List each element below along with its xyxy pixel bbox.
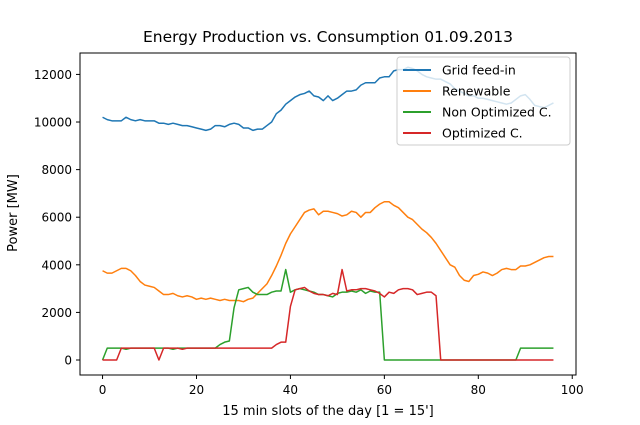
x-tick-label: 20: [189, 383, 204, 397]
y-tick-label: 6000: [41, 211, 72, 225]
y-axis-label: Power [MW]: [6, 174, 21, 252]
y-tick-label: 4000: [41, 258, 72, 272]
y-tick-label: 0: [64, 354, 72, 368]
x-tick-label: 80: [471, 383, 486, 397]
plot-frame: [79, 52, 577, 376]
x-tick-label: 60: [377, 383, 392, 397]
series-line-non-optimized-c: [101, 268, 554, 361]
x-tick-label: 0: [99, 383, 107, 397]
x-axis-label: 15 min slots of the day [1 = 15']: [222, 404, 434, 419]
y-tick-label: 8000: [41, 163, 72, 177]
x-tick-label: 100: [561, 383, 584, 397]
legend-label: Renewable: [442, 84, 511, 99]
legend-box: [396, 56, 571, 146]
legend-label: Non Optimized C.: [442, 105, 552, 120]
legend-label: Optimized C.: [442, 126, 523, 141]
y-tick-label: 12000: [34, 68, 72, 82]
y-tick-label: 2000: [41, 306, 72, 320]
legend-label: Grid feed-in: [442, 63, 516, 78]
y-tick-label: 10000: [34, 116, 72, 130]
x-tick-label: 40: [283, 383, 298, 397]
series-line-renewable: [102, 200, 554, 303]
chart-title: Energy Production vs. Consumption 01.09.…: [143, 28, 513, 46]
y-axis: 0 2000 4000 6000 8000 10000 12000: [34, 68, 80, 368]
x-axis: 0 20 40 60 80 100: [99, 375, 584, 397]
series-line-optimized-c: [102, 268, 554, 361]
legend: Grid feed-in Renewable Non Optimized C. Opt…: [396, 56, 571, 146]
